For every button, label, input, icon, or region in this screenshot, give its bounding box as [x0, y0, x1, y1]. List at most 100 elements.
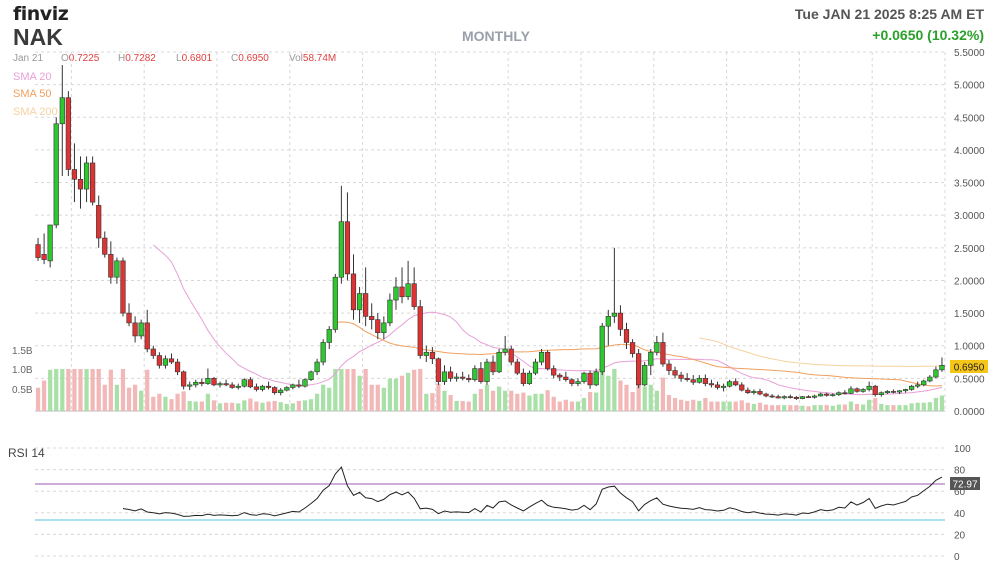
candle	[502, 335, 508, 356]
volume-bar	[284, 403, 289, 411]
y-tick-label: 0.0000	[954, 407, 985, 418]
candle-body	[642, 365, 648, 386]
volume-bar	[915, 402, 920, 411]
candle-body	[520, 372, 526, 384]
rsi-line	[122, 466, 943, 517]
volume-bar	[223, 402, 229, 411]
volume-bar	[151, 396, 156, 411]
candle	[168, 353, 175, 365]
volume-bar	[314, 393, 320, 411]
x-tick-label: 2017	[351, 419, 374, 420]
candle	[393, 277, 399, 310]
candle-body	[77, 178, 84, 190]
volume-bar	[885, 405, 890, 411]
candle-body	[265, 385, 272, 388]
x-tick-label: 2020	[570, 419, 593, 420]
candle	[126, 303, 132, 327]
candle	[417, 300, 423, 359]
volume-bar	[569, 401, 575, 411]
candle-body	[162, 358, 169, 366]
candle-body	[417, 306, 423, 356]
rsi-tick-label: 40	[954, 509, 966, 520]
candle-body	[818, 393, 824, 397]
candle	[678, 371, 684, 382]
legend-sma20[interactable]: SMA 20	[13, 71, 52, 83]
candle-body	[460, 376, 466, 379]
rsi-tick-label: 60	[954, 487, 966, 498]
volume-bar	[163, 396, 168, 411]
y-tick-label: 2.0000	[954, 276, 985, 287]
candle	[739, 382, 745, 392]
candle-body	[369, 316, 375, 320]
candle-body	[605, 316, 611, 327]
volume-bar	[624, 384, 629, 411]
candle-body	[805, 396, 812, 398]
volume-bar	[527, 395, 532, 411]
candle	[902, 388, 909, 393]
candle-body	[896, 390, 903, 393]
candle	[77, 156, 84, 209]
candle-body	[454, 376, 460, 379]
finviz-logo[interactable]: finviz	[13, 3, 69, 25]
volume-bar	[272, 400, 277, 411]
volume-bar	[139, 390, 144, 411]
candle-body	[181, 371, 187, 387]
volume-bar	[757, 402, 763, 411]
legend-sma200[interactable]: SMA 200	[13, 106, 58, 118]
candle-body	[478, 368, 484, 382]
volume-bar	[126, 387, 132, 411]
candle	[278, 388, 284, 396]
volume-bar	[478, 388, 484, 411]
volume-bar	[630, 391, 635, 411]
candle	[520, 368, 526, 387]
volume-bar	[187, 400, 192, 411]
volume-bar	[691, 399, 696, 411]
candle-body	[126, 312, 132, 324]
candle	[144, 309, 150, 353]
candle	[308, 370, 314, 381]
candle	[648, 348, 654, 376]
price-chart[interactable]: 5.5000 5.0000 4.5000 4.0000 3.5000 3.0000 2.50…	[0, 0, 999, 420]
volume-bar	[484, 384, 490, 411]
candle-body	[496, 351, 502, 373]
volume-bar	[357, 375, 362, 411]
candle	[915, 381, 921, 389]
candle-body	[120, 260, 126, 314]
volume-bar	[891, 405, 896, 411]
last-price-tag: 0.6950	[950, 360, 988, 374]
ohlc-high: H0.7282	[118, 53, 156, 64]
volume-bar	[120, 369, 126, 411]
timeframe-label[interactable]: MONTHLY	[462, 28, 530, 44]
candle-body	[878, 392, 884, 395]
candle-body	[866, 385, 872, 390]
candle-body	[35, 244, 41, 258]
legend-sma50[interactable]: SMA 50	[13, 88, 52, 100]
volume-bar	[933, 397, 939, 411]
ticker-symbol: NAK	[13, 24, 63, 50]
volume-bar	[824, 405, 829, 411]
volume-bar	[727, 401, 732, 411]
candle	[818, 392, 824, 397]
candle	[557, 373, 563, 381]
candle-body	[690, 379, 696, 383]
candle-body	[769, 395, 775, 398]
candle	[71, 143, 78, 203]
candle	[53, 117, 59, 229]
candle-body	[393, 286, 399, 301]
candle-body	[472, 368, 478, 380]
candle-body	[824, 393, 830, 396]
volume-bar	[782, 405, 787, 411]
candle-body	[927, 376, 933, 382]
volume-bar	[557, 401, 562, 411]
volume-bar	[921, 402, 926, 411]
candle-body	[575, 381, 581, 384]
candle	[605, 309, 611, 346]
rsi-chart[interactable]: 100 80 60 40 20 0 72.97	[0, 440, 999, 560]
volume-bar	[685, 400, 690, 411]
candle	[217, 381, 223, 388]
candle-body	[763, 393, 769, 397]
candle-body	[229, 384, 235, 388]
candle-body	[915, 384, 921, 387]
candle-body	[387, 299, 393, 324]
candle	[575, 378, 581, 387]
